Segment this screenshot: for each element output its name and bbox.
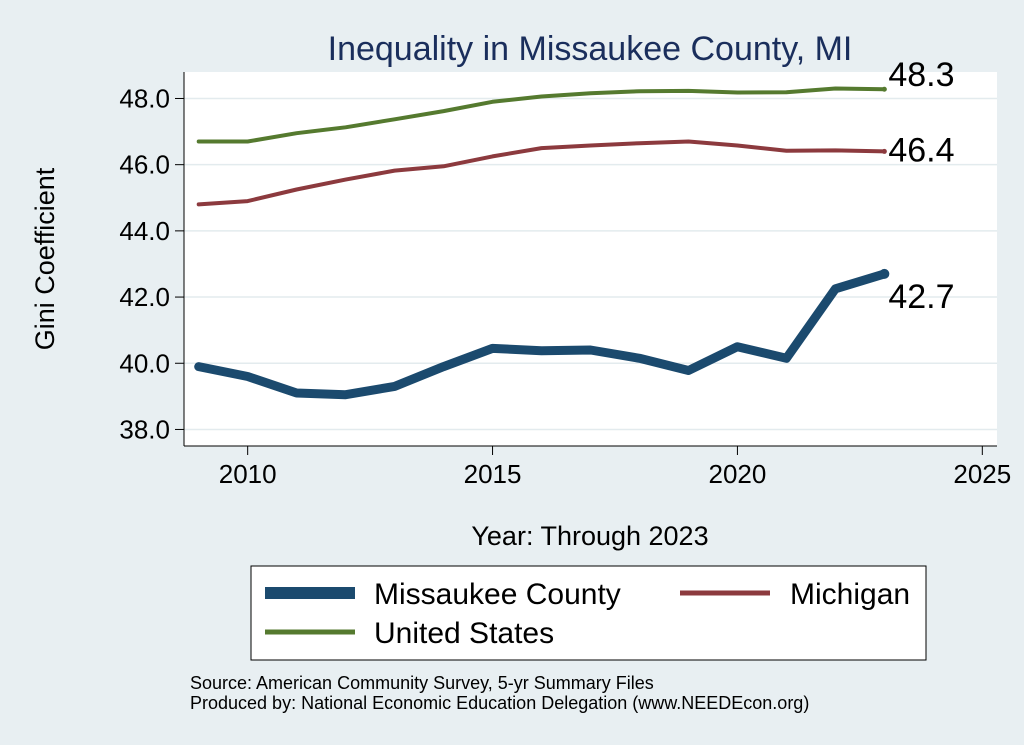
- y-tick-label: 38.0: [119, 414, 170, 444]
- x-tick-label: 2020: [709, 459, 767, 489]
- legend-box: [250, 565, 927, 661]
- source-note: Source: American Community Survey, 5-yr …: [190, 673, 654, 693]
- y-tick-label: 40.0: [119, 348, 170, 378]
- producer-note: Produced by: National Economic Education…: [190, 693, 809, 713]
- x-tick-label: 2015: [464, 459, 522, 489]
- series-end-point: [881, 86, 887, 92]
- series-lines: [194, 86, 890, 400]
- series-end-point: [881, 148, 887, 154]
- legend-label-missaukee-county: Missaukee County: [374, 578, 621, 611]
- legend: Missaukee County Michigan United States: [250, 565, 927, 661]
- legend-label-michigan: Michigan: [790, 578, 910, 611]
- end-value-label: 48.3: [888, 56, 954, 94]
- y-tick-label: 42.0: [119, 282, 170, 312]
- chart-title: Inequality in Missaukee County, MI: [328, 30, 853, 68]
- y-tick-label: 48.0: [119, 83, 170, 113]
- y-tick-label: 44.0: [119, 216, 170, 246]
- series-line-united-states: [196, 86, 887, 144]
- series-line-missaukee-county: [194, 269, 889, 400]
- x-tick-label: 2010: [219, 459, 277, 489]
- gridlines: [184, 97, 997, 431]
- axes: 38.0 40.0 42.0 44.0 46.0 48.0 2010 2015 2020 2025: [119, 72, 1011, 489]
- end-value-label: 46.4: [888, 131, 954, 169]
- x-axis-label: Year: Through 2023: [471, 521, 708, 551]
- end-labels: 42.7 46.4 48.3: [888, 56, 954, 316]
- series-line-michigan: [196, 139, 887, 207]
- end-value-label: 42.7: [888, 278, 954, 316]
- x-tick-label: 2025: [953, 459, 1011, 489]
- legend-label-united-states: United States: [374, 617, 554, 650]
- plot-area: [184, 72, 997, 446]
- y-axis-label: Gini Coefficient: [30, 167, 60, 350]
- y-tick-label: 46.0: [119, 150, 170, 180]
- series-end-point: [879, 268, 890, 279]
